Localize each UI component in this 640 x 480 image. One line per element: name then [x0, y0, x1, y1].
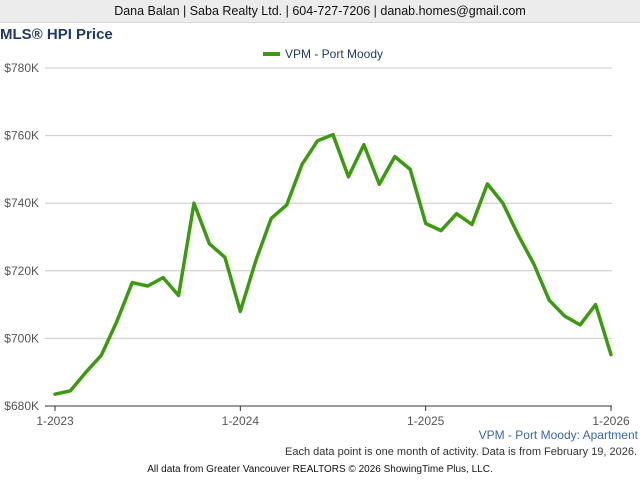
y-tick-label: $700K — [4, 331, 39, 345]
header-bar: Dana Balan | Saba Realty Ltd. | 604-727-… — [0, 0, 640, 23]
y-tick-label: $780K — [4, 61, 39, 75]
series-caption: VPM - Port Moody: Apartment — [478, 428, 638, 442]
y-tick-label: $740K — [4, 196, 39, 210]
legend[interactable]: VPM - Port Moody — [263, 47, 383, 61]
x-axis: 1-2023 1-2024 1-2025 1-2026 — [36, 405, 630, 428]
source-footer: All data from Greater Vancouver REALTORS… — [147, 464, 493, 475]
y-tick-label: $720K — [4, 264, 39, 278]
contact-info: Dana Balan | Saba Realty Ltd. | 604-727-… — [114, 4, 526, 18]
y-axis-ticks: $680K $700K $720K $740K $760K $780K — [4, 61, 39, 413]
chart-title: MLS® HPI Price — [0, 26, 113, 43]
data-note: Each data point is one month of activity… — [285, 446, 637, 458]
x-tick-label: 1-2025 — [407, 414, 445, 428]
legend-label[interactable]: VPM - Port Moody — [285, 47, 383, 61]
x-tick-label: 1-2026 — [592, 414, 630, 428]
series-line — [53, 132, 613, 396]
series-lines — [53, 132, 613, 396]
y-tick-label: $680K — [4, 399, 39, 413]
x-tick-label: 1-2024 — [222, 414, 260, 428]
x-tick-label: 1-2023 — [36, 414, 74, 428]
grid-lines — [45, 67, 612, 407]
y-tick-label: $760K — [4, 129, 39, 143]
